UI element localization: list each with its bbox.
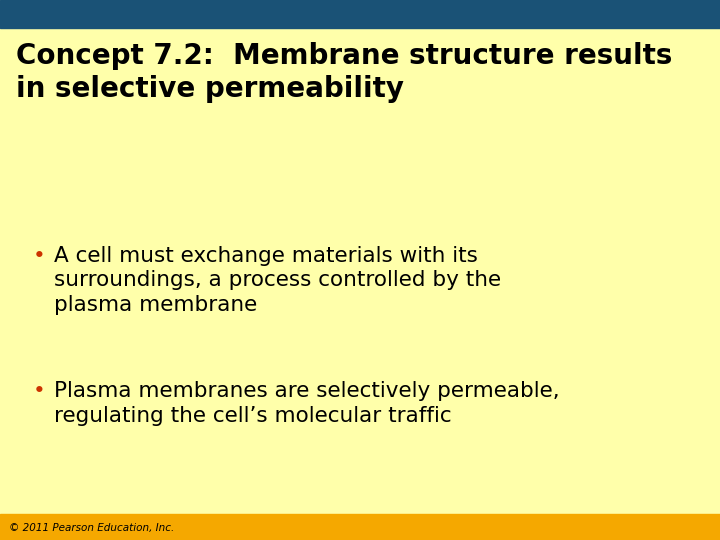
- Text: •: •: [32, 381, 45, 401]
- Bar: [0, 514, 720, 540]
- Bar: [0, 0, 720, 28]
- Text: A cell must exchange materials with its
surroundings, a process controlled by th: A cell must exchange materials with its …: [54, 246, 501, 315]
- Text: •: •: [32, 246, 45, 266]
- Text: © 2011 Pearson Education, Inc.: © 2011 Pearson Education, Inc.: [9, 523, 174, 534]
- Text: Concept 7.2:  Membrane structure results
in selective permeability: Concept 7.2: Membrane structure results …: [16, 42, 672, 103]
- Text: Plasma membranes are selectively permeable,
regulating the cell’s molecular traf: Plasma membranes are selectively permeab…: [54, 381, 559, 426]
